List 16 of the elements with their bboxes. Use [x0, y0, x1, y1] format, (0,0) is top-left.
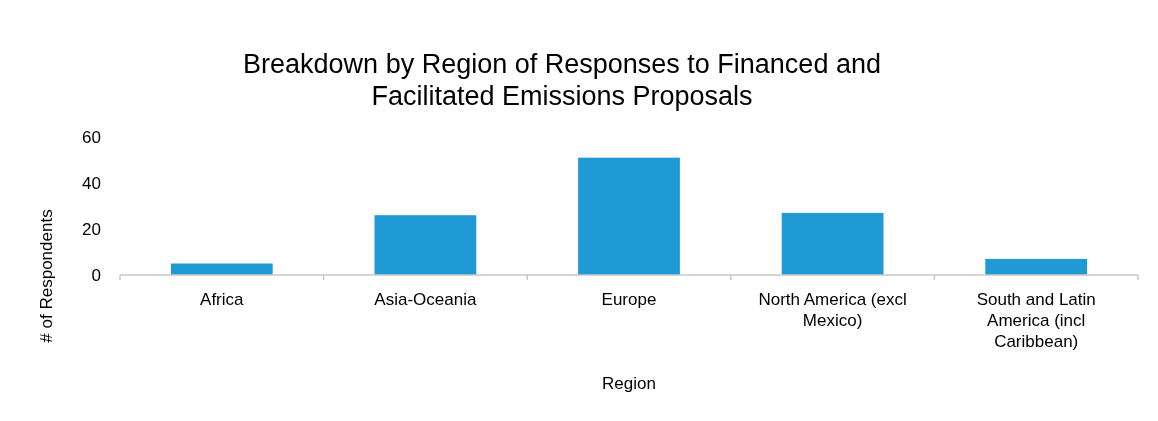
x-tick-label: South and Latin America (incl Caribbean)	[976, 290, 1096, 351]
y-axis-title: # of Respondents	[37, 209, 56, 343]
bar	[374, 215, 477, 275]
x-axis-title: Region	[602, 374, 656, 393]
y-tick-label: 60	[82, 127, 101, 147]
x-tick-label: Asia-Oceania	[374, 290, 477, 309]
x-tick-label: Africa	[200, 290, 245, 309]
chart-title: Breakdown by Region of Responses to Financed and Facilitated Emissions Proposals	[243, 49, 881, 111]
bar	[781, 212, 884, 275]
y-tick-label: 20	[82, 219, 101, 239]
y-tick-label: 0	[91, 265, 101, 285]
y-tick-label: 40	[82, 173, 101, 193]
x-tick-label: North America (excl Mexico)	[758, 290, 907, 330]
bar	[985, 258, 1088, 275]
bar	[578, 157, 680, 275]
x-tick-label: Europe	[601, 290, 657, 309]
